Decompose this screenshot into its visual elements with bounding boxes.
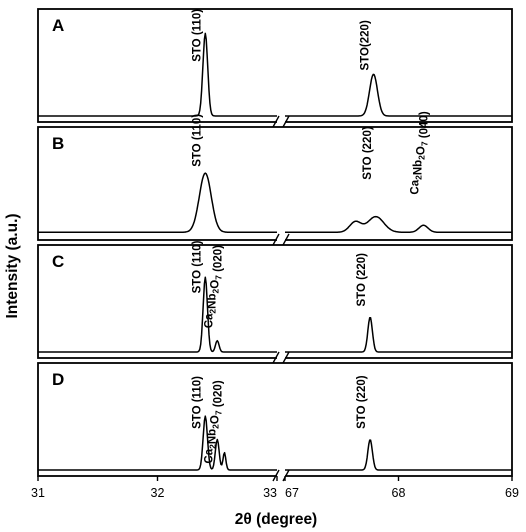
x-tick-label: 69 [505, 486, 519, 500]
panel-b: B STO (110) STO (220) Ca2Nb2O7 (040) [37, 111, 513, 246]
panel-frame [37, 8, 513, 123]
peak-label: STO(220) [360, 20, 372, 70]
panel-letter: A [52, 16, 64, 35]
axis-break-mark [272, 233, 290, 246]
x-tick-label: 33 [263, 486, 277, 500]
panel-letter: C [52, 252, 64, 271]
panel-frame [37, 244, 513, 359]
peak-label: STO (220) [356, 375, 368, 429]
peak-label: Ca2Nb2O7 (020) [203, 245, 224, 328]
x-tick-label: 67 [285, 486, 299, 500]
peak-label: STO (220) [362, 126, 374, 180]
trace-d-seg1 [38, 415, 277, 471]
peak-label: STO (110) [191, 9, 203, 62]
panel-d: D STO (110)Ca2Nb2O7 (020) STO (220) [37, 362, 513, 482]
panel-c: C STO (110)Ca2Nb2O7 (020) STO (220) [37, 240, 513, 364]
trace-d-seg2 [285, 439, 512, 471]
panel-a: A STO (110) STO(220) [37, 8, 513, 128]
panel-letter: D [52, 370, 64, 389]
axis-break-mark [272, 351, 290, 364]
axis-break-mark [272, 469, 290, 482]
trace-c-seg2 [285, 317, 512, 353]
axis-break-gap [277, 470, 285, 482]
panel-frame [37, 126, 513, 241]
peak-label: STO (110) [191, 114, 203, 167]
axis-break-gap [277, 352, 285, 364]
peak-label: Ca2Nb2O7 (040) [410, 111, 431, 194]
x-tick-label: 32 [151, 486, 165, 500]
trace-b-seg2 [285, 215, 512, 234]
y-axis-label: Intensity (a.u.) [4, 213, 21, 318]
trace-a-seg2 [285, 73, 512, 117]
axis-break-gap [277, 234, 285, 246]
x-axis-label: 2θ (degree) [235, 511, 317, 528]
peak-label: Ca2Nb2O7 (020) [203, 380, 224, 463]
trace-a-seg1 [38, 32, 277, 117]
x-axis: 31 32 33 67 68 69 [31, 476, 519, 500]
peak-label: STO (110) [191, 376, 203, 429]
peak-label: STO (220) [356, 253, 368, 307]
panels-layer: A STO (110) STO(220) B STO (110) STO (220) Ca2… [37, 8, 513, 482]
x-tick-label: 68 [392, 486, 406, 500]
trace-b-seg1 [38, 172, 277, 234]
trace-c-seg1 [38, 276, 277, 353]
panel-frame [37, 362, 513, 477]
peak-label: STO (110) [191, 240, 203, 293]
axis-break-mark [272, 115, 290, 128]
panel-letter: B [52, 134, 64, 153]
axis-break-gap [277, 116, 285, 128]
x-tick-label: 31 [31, 486, 45, 500]
